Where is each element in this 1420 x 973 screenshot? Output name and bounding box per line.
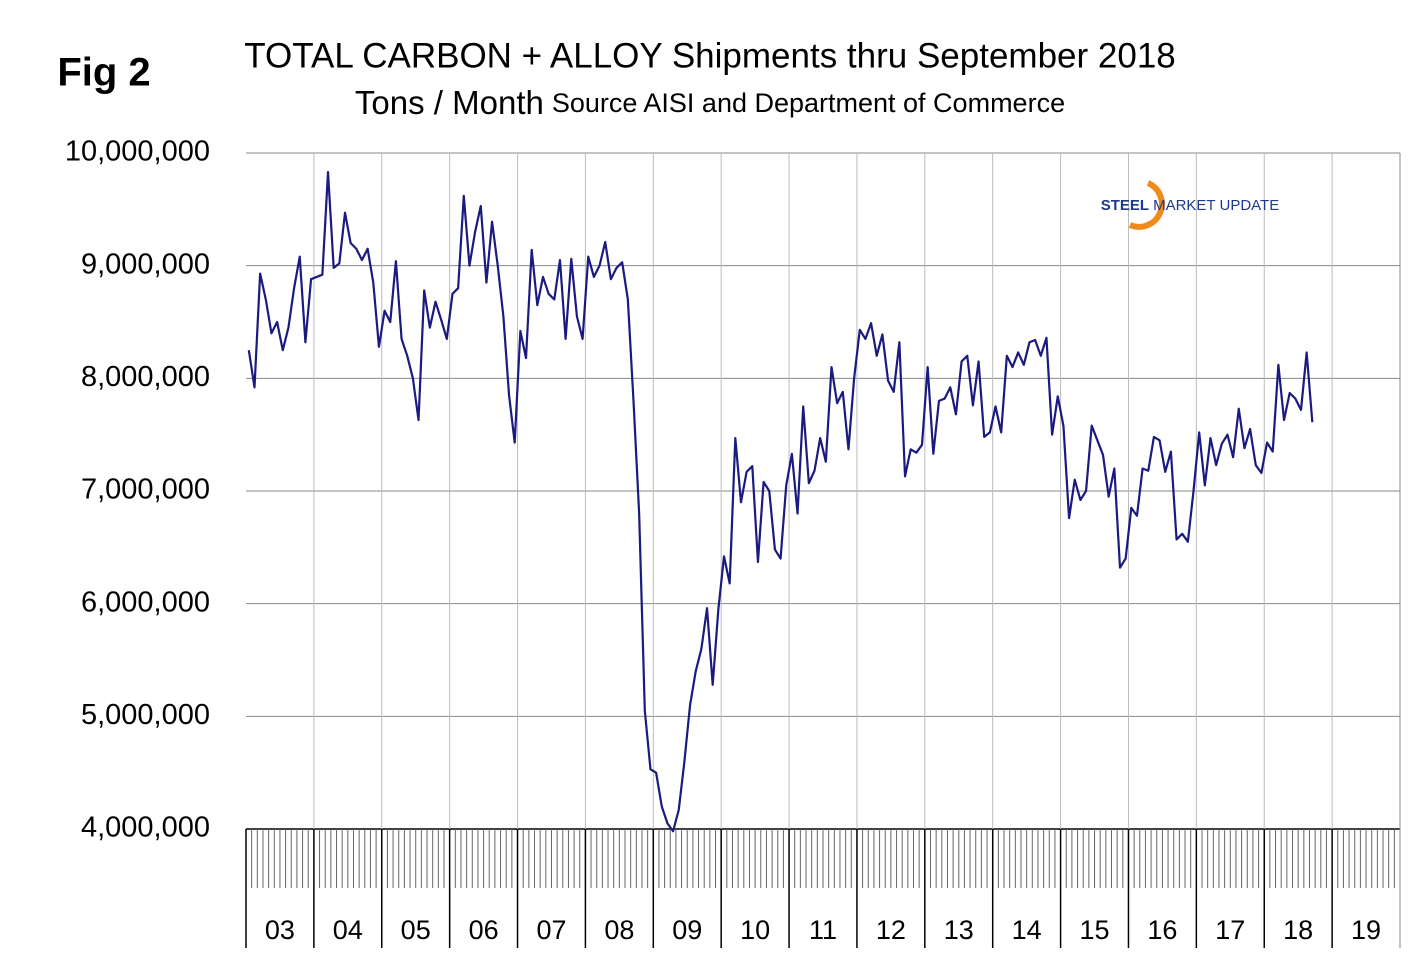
x-tick-label: 13 [944, 915, 974, 945]
logo-text: STEEL MARKET UPDATE [1101, 197, 1279, 214]
month-ticks [1269, 829, 1327, 888]
y-tick-label: 4,000,000 [81, 812, 210, 844]
x-tick-label: 19 [1351, 915, 1381, 945]
month-ticks [251, 829, 309, 888]
x-tick-label: 07 [536, 915, 566, 945]
month-ticks [522, 829, 581, 888]
month-ticks [454, 829, 513, 888]
source: Source AISI and Department of Commerce [552, 88, 1065, 118]
month-ticks [997, 829, 1056, 888]
x-tick-label: 06 [469, 915, 499, 945]
month-ticks [386, 829, 445, 888]
logo-bold: STEEL [1101, 197, 1149, 214]
y-tick-label: 8,000,000 [81, 361, 210, 393]
x-tick-label: 10 [740, 915, 770, 945]
chart-title: TOTAL CARBON + ALLOY Shipments thru Sept… [244, 36, 1176, 75]
month-ticks [929, 829, 988, 888]
x-tick-label: 11 [809, 915, 837, 945]
x-tick-label: 05 [401, 915, 431, 945]
x-tick-label: 12 [876, 915, 906, 945]
month-ticks [794, 829, 852, 888]
month-ticks [862, 829, 920, 888]
month-ticks [1065, 829, 1124, 888]
x-tick-label: 16 [1147, 915, 1177, 945]
month-ticks [658, 829, 717, 888]
x-tick-label: 15 [1080, 915, 1110, 945]
x-tick-label: 17 [1215, 915, 1245, 945]
month-ticks [1201, 829, 1260, 888]
x-tick-label: 04 [333, 915, 363, 945]
month-ticks [319, 829, 377, 888]
y-tick-label: 10,000,000 [65, 136, 210, 168]
data-line [247, 171, 1314, 833]
y-tick-label: 6,000,000 [81, 586, 210, 618]
fig-label: Fig 2 [57, 51, 150, 95]
logo: STEEL MARKET UPDATE [1101, 180, 1279, 230]
x-tick-label: 08 [604, 915, 634, 945]
y-tick-label: 5,000,000 [81, 699, 210, 731]
y-tick-label: 9,000,000 [81, 248, 210, 280]
x-tick-label: 09 [672, 915, 702, 945]
logo-arc [1128, 180, 1165, 230]
logo-rest: MARKET UPDATE [1153, 197, 1279, 214]
month-ticks [1133, 829, 1192, 888]
y-tick-label: 7,000,000 [81, 474, 210, 506]
x-tick-label: 14 [1012, 915, 1042, 945]
subtitle-line: Tons / Month Source AISI and Department o… [355, 84, 1065, 121]
month-ticks [726, 829, 784, 888]
month-ticks [590, 829, 649, 888]
month-ticks [1337, 829, 1395, 888]
subtitle: Tons / Month [355, 84, 544, 121]
x-tick-label: 03 [265, 915, 295, 945]
x-tick-label: 18 [1283, 915, 1313, 945]
